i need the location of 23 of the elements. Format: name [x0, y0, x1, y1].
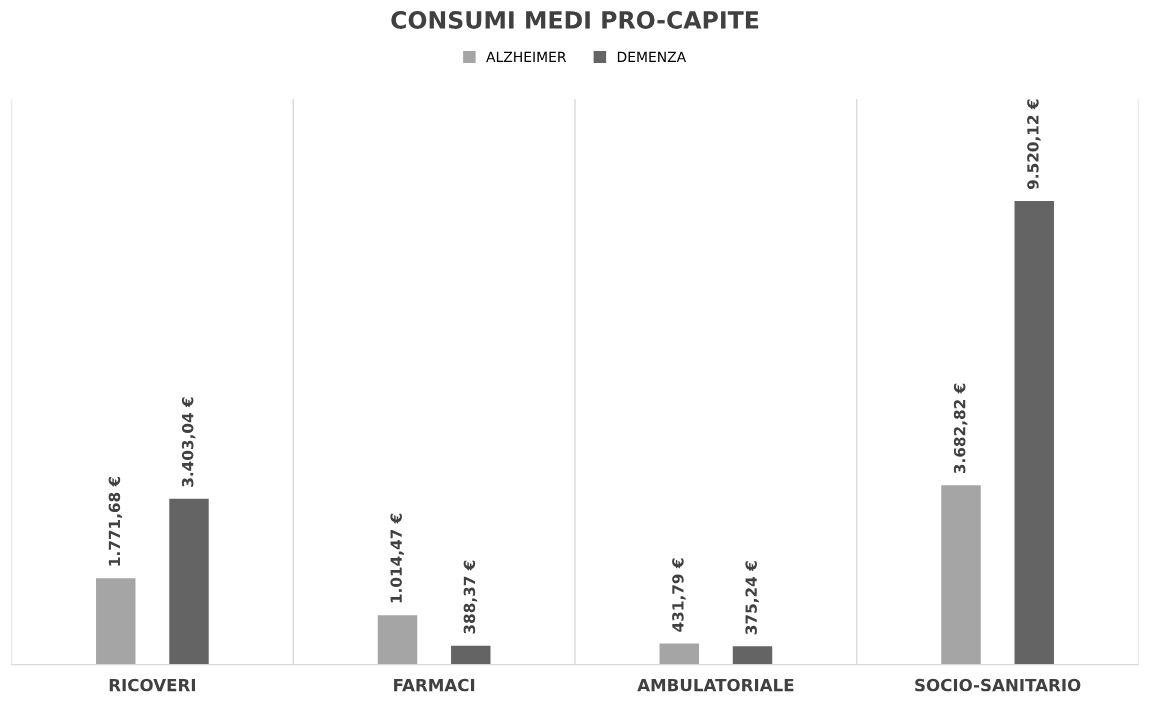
x-tick-label: SOCIO-SANITARIO [915, 678, 1081, 692]
data-label: 3.682,82 € [953, 383, 968, 474]
chart-title: CONSUMI MEDI PRO-CAPITE [391, 11, 759, 29]
bar [659, 643, 699, 665]
legend-label: ALZHEIMER [486, 51, 567, 62]
data-label: 375,24 € [745, 561, 759, 635]
bar [377, 615, 418, 665]
x-tick-label: RICOVERI [109, 678, 195, 692]
data-label: 431,79 € [672, 558, 686, 632]
legend-label: DEMENZA [617, 51, 687, 62]
x-tick-label: AMBULATORIALE [637, 678, 794, 692]
bar [96, 578, 136, 665]
data-label: 388,37 € [463, 560, 478, 634]
bar [1014, 200, 1054, 665]
bar [451, 645, 491, 665]
data-label: 1.014,47 € [390, 513, 404, 603]
data-label: 1.771,68 € [108, 476, 123, 566]
x-tick-label: FARMACI [394, 678, 475, 692]
bar [169, 498, 209, 665]
data-label: 3.403,04 € [181, 397, 196, 487]
data-label: 9.520,12 € [1027, 99, 1041, 190]
bar [732, 646, 773, 665]
bar [941, 485, 981, 665]
